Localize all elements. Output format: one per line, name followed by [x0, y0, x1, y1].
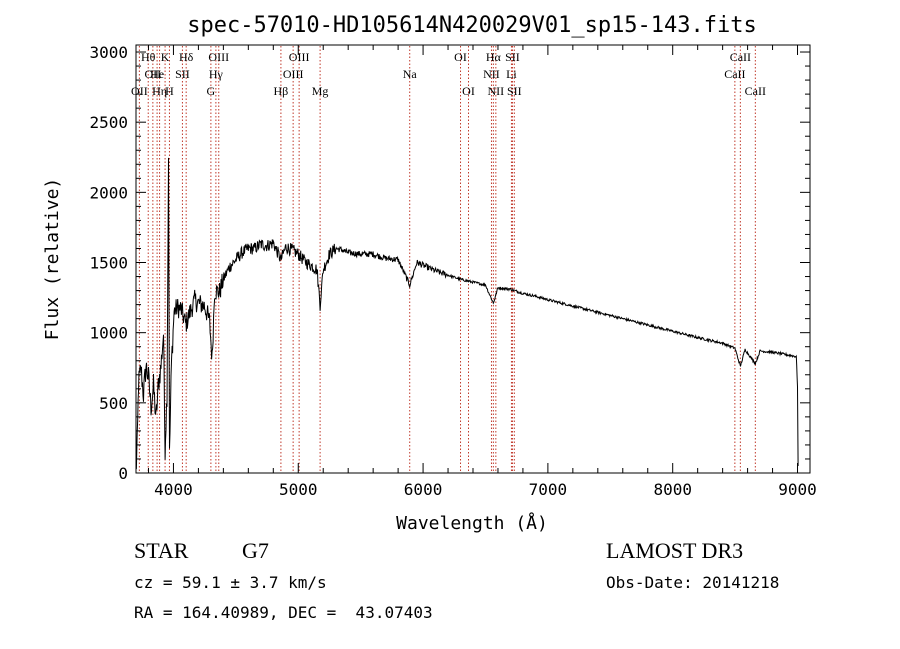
coordinates: RA = 164.40989, DEC = 43.07403: [134, 603, 433, 622]
plot-frame: [135, 44, 811, 474]
line-marker-label: Na: [403, 67, 418, 81]
line-marker-label: NII: [483, 67, 500, 81]
x-tick-label: 4000: [154, 480, 193, 499]
x-tick-label: 8000: [653, 480, 692, 499]
line-marker-label: OII: [145, 67, 162, 81]
y-axis-label: Flux (relative): [42, 178, 63, 341]
x-tick-label: 5000: [279, 480, 318, 499]
y-tick-label: 1000: [89, 324, 128, 343]
x-tick-label: 9000: [778, 480, 817, 499]
spectrum-line: [135, 157, 799, 470]
line-marker-label: SII: [505, 50, 520, 64]
redshift-cz: cz = 59.1 ± 3.7 km/s: [134, 573, 327, 592]
line-marker-label: K: [161, 50, 170, 64]
line-marker-label: OII: [131, 84, 148, 98]
y-tick-label: 500: [99, 394, 128, 413]
y-tick-label: 3000: [89, 43, 128, 62]
line-marker-label: OI: [454, 50, 467, 64]
line-marker-label: NII: [488, 84, 505, 98]
line-marker-labels: HθOIIOIIHeHηKHSIIHδHγGOIIIHβOIIIOIIIMgNa…: [131, 50, 766, 98]
line-marker-label: OI: [462, 84, 475, 98]
line-marker-label: Hγ: [209, 67, 224, 81]
x-axis: 4000 5000 6000 7000 8000 9000: [147, 45, 817, 499]
line-marker-label: Hα: [486, 50, 502, 64]
x-axis-label: Wavelength (Å): [396, 512, 548, 534]
subclass: G7: [242, 538, 269, 563]
line-marker-label: Hβ: [274, 84, 289, 98]
line-marker-label: G: [207, 84, 216, 98]
line-marker-lines: [138, 46, 756, 472]
line-marker-label: CaII: [724, 67, 745, 81]
y-tick-label: 1500: [89, 254, 128, 273]
line-marker-label: OIII: [283, 67, 304, 81]
y-axis: 0 500 1000 1500 2000 2500 3000: [89, 43, 810, 483]
line-marker-label: Li: [506, 67, 517, 81]
line-marker-label: Hθ: [141, 50, 156, 64]
y-tick-label: 2500: [89, 113, 128, 132]
line-marker-label: OIII: [289, 50, 310, 64]
object-type: STAR: [134, 538, 189, 563]
x-tick-label: 7000: [529, 480, 568, 499]
line-marker-label: Hδ: [179, 50, 194, 64]
line-marker-label: SII: [175, 67, 190, 81]
line-marker-label: CaII: [730, 50, 751, 64]
line-marker-label: OIII: [208, 50, 229, 64]
x-tick-label: 6000: [404, 480, 443, 499]
line-marker-label: CaII: [745, 84, 766, 98]
line-marker-label: H: [165, 84, 174, 98]
line-marker-label: Mg: [312, 84, 329, 98]
chart-title: spec-57010-HD105614N420029V01_sp15-143.f…: [187, 13, 757, 38]
line-marker-label: Hη: [152, 84, 167, 98]
y-tick-label: 0: [118, 464, 128, 483]
line-marker-label: SII: [507, 84, 522, 98]
observation-date: Obs-Date: 20141218: [606, 573, 780, 592]
line-marker-label: He: [150, 67, 164, 81]
y-tick-label: 2000: [89, 183, 128, 202]
survey-name: LAMOST DR3: [606, 538, 744, 563]
